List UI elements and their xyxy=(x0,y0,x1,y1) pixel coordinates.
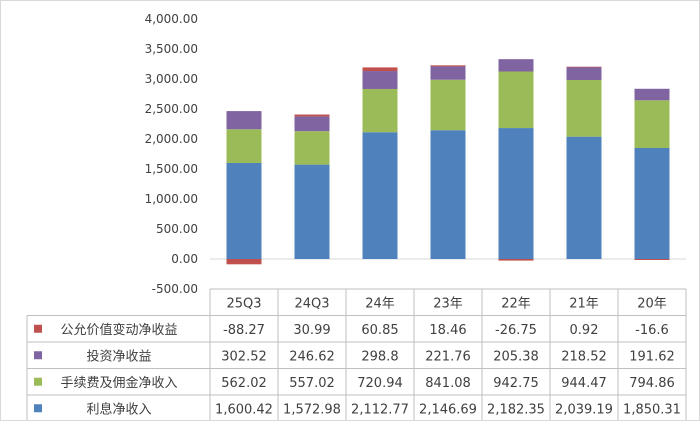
data-table-value: 2,182.35 xyxy=(487,402,545,417)
legend-series-name: 公允价值变动净收益 xyxy=(60,322,177,338)
bar-segment xyxy=(226,162,262,259)
data-table-value: 205.38 xyxy=(493,349,539,364)
bar-segment xyxy=(566,66,602,80)
data-table-value: 18.46 xyxy=(429,323,466,338)
data-table-value: 1,572.98 xyxy=(283,402,341,417)
bar-segment xyxy=(498,59,534,72)
bar-segment xyxy=(362,71,398,89)
data-table-value: 1,600.42 xyxy=(215,402,273,417)
bar-segment xyxy=(634,100,670,148)
legend-key xyxy=(34,324,42,333)
data-table-value: 191.62 xyxy=(629,349,675,364)
legend-key xyxy=(34,404,42,413)
bar-segment xyxy=(294,116,330,132)
y-tick-label: 4,000.00 xyxy=(145,12,198,26)
data-table-value: 841.08 xyxy=(425,376,471,391)
legend-key xyxy=(34,377,42,386)
data-table-value: 794.86 xyxy=(629,376,675,391)
bar-segment xyxy=(634,259,670,260)
legend-series-name: 手续费及佣金净收入 xyxy=(60,375,177,391)
data-table-value: 221.76 xyxy=(425,349,471,364)
data-table-value: 1,850.31 xyxy=(623,402,681,417)
y-tick-label: 1,500.00 xyxy=(145,162,198,176)
data-table-value: 942.75 xyxy=(493,376,539,391)
x-category-label: 24年 xyxy=(365,296,395,311)
bar-segment xyxy=(634,88,670,101)
data-table-value: 944.47 xyxy=(561,376,607,391)
data-table-value: 298.8 xyxy=(361,349,398,364)
y-tick-label: 3,000.00 xyxy=(145,72,198,86)
bar-segment xyxy=(566,136,602,259)
bar-segment xyxy=(294,164,330,259)
bar-segment xyxy=(430,79,466,131)
bar-segment xyxy=(430,130,466,259)
bar-segment xyxy=(226,111,262,130)
data-table-value: 557.02 xyxy=(289,376,335,391)
legend-key xyxy=(34,351,42,360)
data-table-value: -16.6 xyxy=(635,323,669,338)
legend-series-name: 利息净收入 xyxy=(86,401,151,417)
x-category-label: 23年 xyxy=(433,296,463,311)
bar-segment xyxy=(498,71,534,129)
legend-series-name: 投资净收益 xyxy=(86,348,151,364)
bar-segment xyxy=(634,147,670,259)
bar-segment xyxy=(362,88,398,133)
y-tick-label: 2,000.00 xyxy=(145,132,198,146)
data-table-value: 2,146.69 xyxy=(419,402,477,417)
bar-segment xyxy=(566,79,602,137)
bar-segment xyxy=(294,131,330,165)
data-table-value: 720.94 xyxy=(357,376,403,391)
data-table-value: 2,112.77 xyxy=(351,402,409,417)
x-category-label: 20年 xyxy=(637,296,667,311)
bar-segment xyxy=(362,67,398,72)
x-category-label: 21年 xyxy=(569,296,599,311)
x-category-label: 24Q3 xyxy=(294,296,329,311)
bar-segment xyxy=(430,66,466,80)
data-table-value: 30.99 xyxy=(293,323,330,338)
x-category-label: 22年 xyxy=(501,296,531,311)
bar-segment xyxy=(498,128,534,259)
data-table-value: -26.75 xyxy=(495,323,537,338)
y-tick-label: 1,000.00 xyxy=(145,192,198,206)
data-table-value: 302.52 xyxy=(221,349,267,364)
data-table-value: -88.27 xyxy=(223,323,265,338)
y-tick-label: -500.00 xyxy=(152,282,198,296)
bar-segment xyxy=(566,66,602,68)
bar-segment xyxy=(294,114,330,117)
y-tick-label: 2,500.00 xyxy=(145,102,198,116)
y-tick-label: 3,500.00 xyxy=(145,42,198,56)
bar-segment xyxy=(226,129,262,163)
data-table-value: 60.85 xyxy=(361,323,398,338)
x-category-label: 25Q3 xyxy=(226,296,261,311)
y-tick-label: 0.00 xyxy=(171,252,198,266)
bar-segment xyxy=(498,259,534,261)
bar-segment xyxy=(226,259,262,265)
bar-segment xyxy=(430,65,466,67)
data-table-value: 2,039.19 xyxy=(555,402,613,417)
data-table-value: 246.62 xyxy=(289,349,335,364)
data-table-value: 562.02 xyxy=(221,376,267,391)
data-table-value: 218.52 xyxy=(561,349,607,364)
data-table-value: 0.92 xyxy=(570,323,599,338)
y-tick-label: 500.00 xyxy=(156,222,198,236)
bar-segment xyxy=(362,132,398,259)
